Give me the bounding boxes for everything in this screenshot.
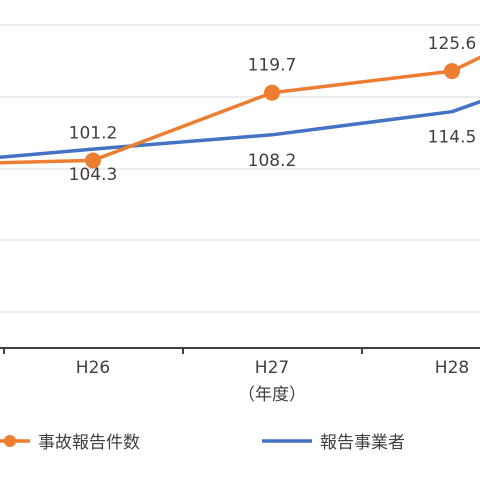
data-label: 114.5	[428, 128, 477, 148]
data-point-marker	[264, 84, 280, 101]
legend-label-incident-reports: 事故報告件数	[38, 433, 140, 453]
grid-lines	[0, 24, 480, 313]
data-label: 119.7	[248, 56, 297, 76]
data-label: 104.3	[69, 165, 118, 185]
data-label: 108.2	[248, 151, 297, 171]
x-tick-label: H26	[76, 358, 110, 378]
data-labels: 101.2 119.7 125.6 104.3 108.2 114.5	[69, 34, 477, 185]
x-axis-title: （年度）	[238, 385, 306, 405]
legend-label-reporting-operators: 報告事業者	[320, 433, 405, 453]
legend-marker-incident-reports	[4, 435, 16, 447]
x-tick-label: H27	[255, 358, 289, 378]
x-axis: H26 H27 H28	[0, 347, 480, 378]
legend: 事故報告件数 報告事業者	[0, 433, 405, 453]
data-point-marker	[85, 152, 101, 169]
x-tick-label: H28	[435, 358, 469, 378]
data-label: 125.6	[428, 34, 477, 54]
data-point-marker	[444, 63, 460, 80]
series-line-reporting-operators	[0, 99, 480, 160]
data-label: 101.2	[69, 123, 118, 143]
series-lines	[0, 55, 480, 169]
